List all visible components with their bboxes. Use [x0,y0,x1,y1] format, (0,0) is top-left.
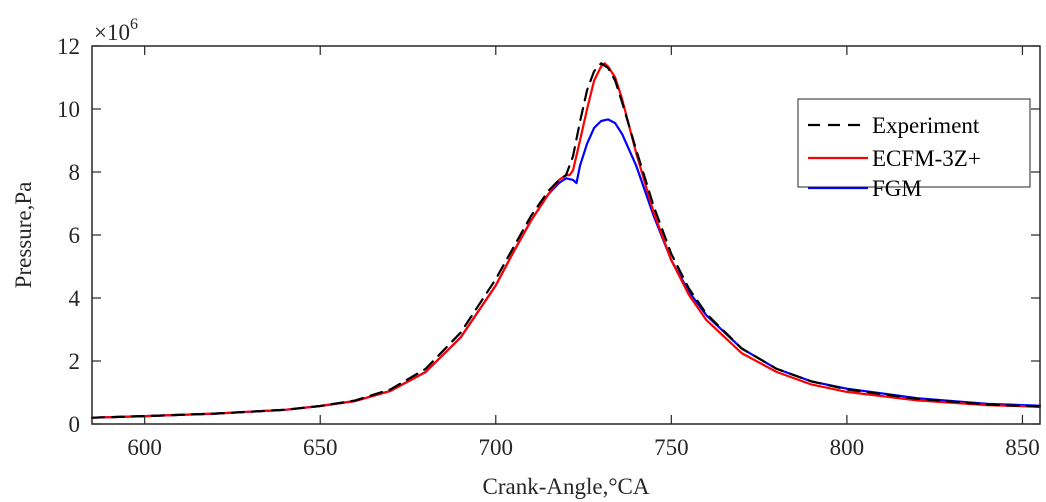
legend-box [797,98,1031,188]
legend-label-fgm: FGM [872,176,922,201]
x-axis-title: Crank-Angle,°CA [483,474,650,499]
x-tick-label: 850 [1005,435,1040,460]
y-axis-title: Pressure,Pa [11,182,36,289]
y-tick-label: 4 [69,286,81,311]
y-tick-label: 6 [69,223,81,248]
series-ecfm-line [90,62,1042,419]
x-tick-label: 700 [479,435,514,460]
y-exponent-base: ×10 [94,20,130,45]
legend-label-experiment: Experiment [872,113,980,138]
y-tick-label: 8 [69,160,81,185]
legend: Experiment ECFM-3Z+ FGM [797,98,1031,201]
y-tick-label: 10 [57,97,80,122]
ticks-layer: 600 650 700 750 800 850 0 2 4 6 8 10 12 [57,34,1040,460]
x-tick-label: 650 [303,435,338,460]
y-exponent-label: ×106 [94,16,138,45]
y-tick-label: 2 [69,349,81,374]
series-experiment-line [90,62,1042,419]
x-tick-label: 750 [654,435,689,460]
legend-label-ecfm: ECFM-3Z+ [872,146,981,171]
y-tick-label: 12 [57,34,80,59]
x-tick-label: 600 [127,435,162,460]
series-layer [90,62,1042,419]
y-tick-label: 0 [69,412,81,437]
x-tick-label: 800 [830,435,865,460]
y-exponent-power: 6 [130,16,138,33]
